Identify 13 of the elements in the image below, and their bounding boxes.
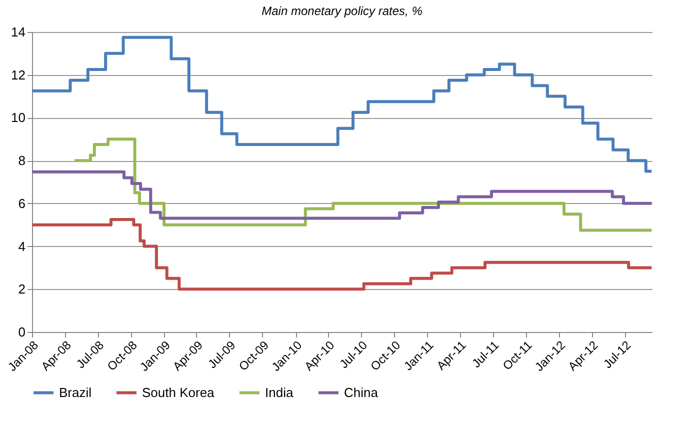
legend-label: Brazil bbox=[59, 384, 92, 400]
y-tick-label: 4 bbox=[18, 238, 26, 254]
y-tick-label: 14 bbox=[11, 24, 26, 40]
chart-title: Main monetary policy rates, % bbox=[262, 4, 423, 18]
y-tick-label: 8 bbox=[18, 153, 26, 168]
y-tick-label: 6 bbox=[18, 196, 26, 211]
y-tick-label: 0 bbox=[18, 324, 26, 340]
legend-label: China bbox=[344, 384, 379, 400]
y-tick-label: 12 bbox=[11, 67, 26, 82]
legend-label: India bbox=[265, 384, 294, 400]
legend-label: South Korea bbox=[142, 384, 216, 400]
y-tick-label: 2 bbox=[18, 282, 26, 297]
y-tick-label: 10 bbox=[11, 110, 26, 126]
